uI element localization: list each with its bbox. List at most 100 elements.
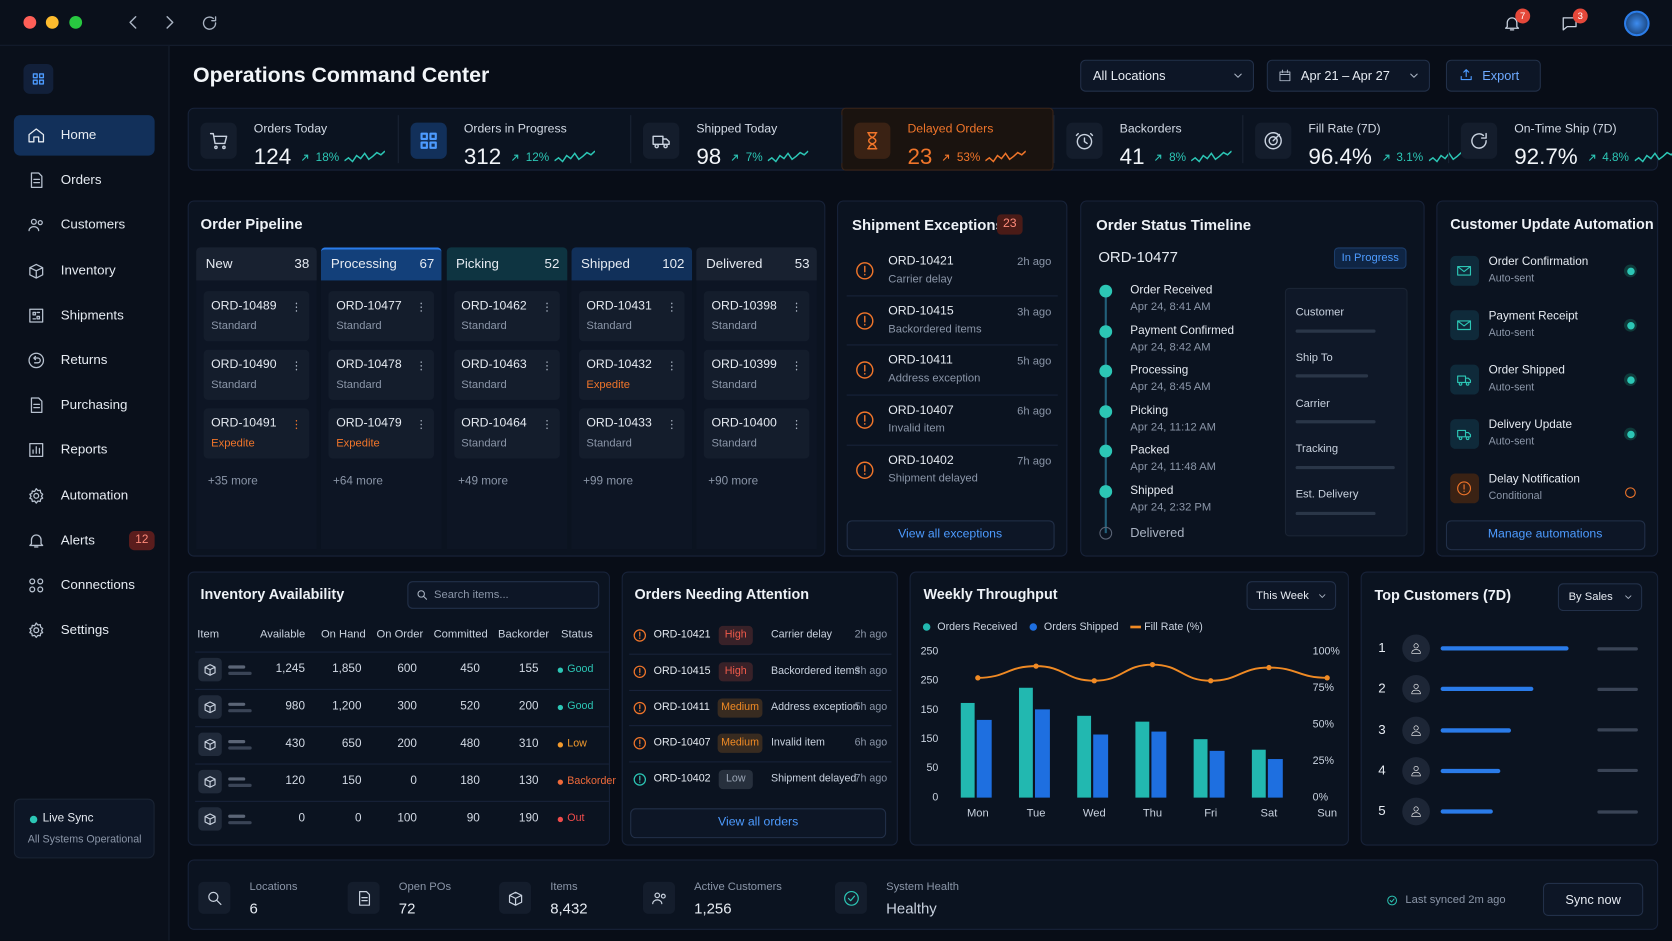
automation-link[interactable]: Manage automations [1487,527,1603,541]
kpi-label: Orders in Progress [463,122,567,136]
icon [32,73,45,85]
sort-select[interactable] [1557,583,1643,612]
icon [670,302,673,312]
order-card[interactable] [203,349,310,400]
kpi-divider [1053,115,1055,164]
sparkline-path [1634,151,1672,163]
order-id: ORD-10431 [586,299,652,313]
window-control [23,15,37,29]
automation-icon-box [1450,419,1479,449]
icon[interactable] [124,13,143,32]
attention-id: ORD-10411 [653,701,710,713]
attention-link[interactable]: View all orders [718,815,799,829]
inventory-value: 300 [397,699,417,713]
throughput-panel [909,571,1349,846]
icon [651,891,666,904]
order-card[interactable] [578,349,685,400]
export-button[interactable] [1445,59,1541,92]
order-card[interactable] [703,291,810,342]
order-card[interactable] [203,408,310,459]
kpi-value: 312 [463,145,502,170]
kpi-label: Delayed Orders [907,122,994,136]
icon[interactable] [1502,14,1521,33]
more-link[interactable]: +49 more [458,474,508,488]
icon [867,132,878,150]
automation-name: Order Confirmation [1488,255,1589,269]
exceptions-link[interactable]: View all exceptions [898,527,1003,541]
icon [1411,643,1421,654]
sparkline-path [554,150,596,163]
user-avatar[interactable] [1624,10,1650,37]
detail-label: Est. Delivery [1295,488,1359,502]
automation-link-box[interactable] [1445,520,1646,551]
icon [1460,69,1472,81]
order-card[interactable] [203,291,310,342]
order-card[interactable] [703,349,810,400]
sparkline-path [344,150,386,163]
period-select[interactable] [1246,581,1337,610]
column-count: 102 [662,256,685,272]
placeholder-bar [1295,328,1376,333]
kpi-value: 98 [696,145,722,170]
order-card[interactable] [453,349,560,400]
detail-label: Tracking [1295,442,1339,456]
sparkline [768,150,809,163]
icon-glyph [1457,429,1472,441]
more-link[interactable]: +90 more [708,474,759,488]
status-dot [1099,284,1113,298]
order-card[interactable] [328,349,435,400]
step-time: Apr 24, 8:45 AM [1130,380,1211,394]
row-divider [195,651,609,653]
inventory-value: 0 [298,811,305,825]
order-card[interactable] [453,408,560,459]
order-card[interactable] [703,408,810,459]
sync-button[interactable] [1542,882,1644,916]
more-link[interactable]: +64 more [333,474,383,488]
order-card[interactable] [578,408,685,459]
icon-glyph [652,135,670,149]
order-card[interactable] [453,291,560,342]
row-divider [846,344,1058,346]
date-select[interactable] [1266,59,1430,92]
attention-link-box[interactable] [630,808,887,839]
inventory-search[interactable] [407,581,600,609]
icon[interactable] [200,13,218,31]
sparkline-path [768,150,809,163]
order-card[interactable] [328,408,435,459]
customer-bar [1440,768,1501,773]
kpi-value: 124 [253,145,292,170]
more-link[interactable]: +99 more [583,474,634,488]
kpi-icon-box [200,122,237,159]
nav-label: Returns [60,352,108,368]
detail-label: Ship To [1295,351,1333,365]
icon-glyph [209,132,228,150]
column-header-label: Available [259,627,306,641]
attention-panel [621,571,898,846]
order-card[interactable] [328,291,435,342]
order-card[interactable] [578,291,685,342]
nav-label: Purchasing [60,397,128,413]
placeholder-bar [228,664,246,669]
kpi-icon-box [854,122,891,159]
footer-label: Locations [249,880,298,894]
trend-arrow-glyph [1588,154,1595,161]
icon [28,352,45,369]
order-type: Expedite [211,436,255,450]
placeholder-bar [228,814,246,818]
icon-glyph [856,411,874,429]
nav-label: Shipments [60,307,124,323]
icon [30,172,43,189]
column-header-label: Committed [433,627,488,641]
customer-avatar [1402,675,1430,704]
exception-reason: Carrier delay [888,272,953,286]
exceptions-link-box[interactable] [846,520,1055,551]
nav-item[interactable] [13,115,155,156]
more-link[interactable]: +35 more [207,474,258,488]
attention-time: 3h ago [854,665,888,677]
icon-glyph [29,308,44,323]
row-divider [846,444,1058,446]
icon[interactable] [160,13,179,32]
location-select[interactable] [1080,59,1255,92]
icon [796,361,798,371]
placeholder-bar [228,745,252,750]
